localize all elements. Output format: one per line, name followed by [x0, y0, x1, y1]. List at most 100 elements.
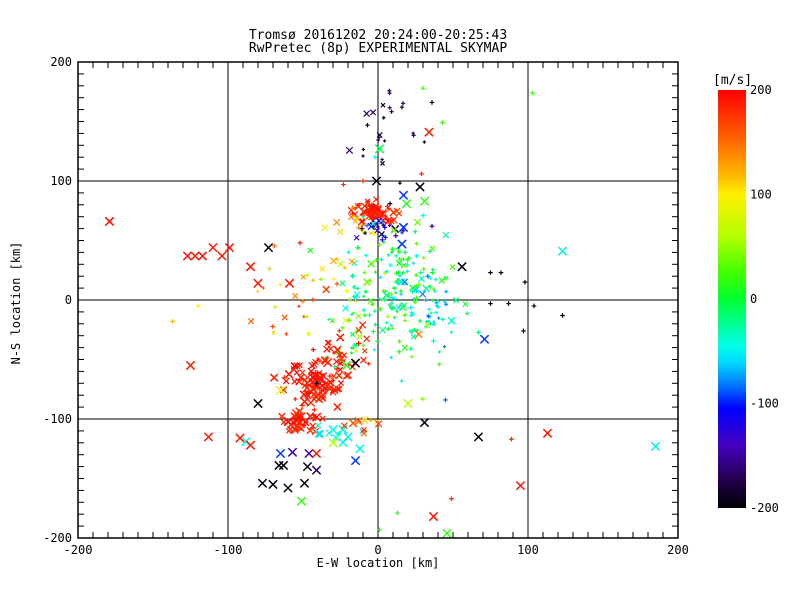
data-point — [376, 132, 383, 139]
data-point — [368, 417, 373, 422]
x-tick-label: -100 — [214, 543, 243, 557]
data-point — [372, 154, 378, 160]
data-point — [361, 154, 365, 158]
data-point — [341, 182, 346, 187]
data-point — [299, 390, 309, 400]
data-point — [355, 202, 361, 208]
data-point — [302, 314, 306, 319]
data-point — [378, 275, 383, 279]
data-point — [378, 231, 385, 238]
data-point — [355, 313, 362, 319]
data-point — [427, 249, 433, 254]
data-point — [438, 277, 446, 284]
data-point — [336, 386, 343, 393]
data-point — [361, 307, 367, 313]
data-point — [422, 140, 427, 144]
data-point — [340, 325, 345, 330]
data-point — [389, 300, 394, 305]
data-point — [431, 321, 436, 327]
data-point — [377, 527, 382, 532]
data-point — [414, 241, 419, 246]
data-point — [381, 288, 386, 294]
data-point — [431, 338, 436, 344]
data-point — [400, 101, 406, 106]
data-point — [296, 362, 303, 369]
data-point — [389, 250, 394, 254]
data-point — [408, 346, 414, 352]
data-point — [383, 208, 389, 214]
data-point — [414, 253, 419, 259]
data-point — [384, 321, 389, 325]
data-point — [290, 362, 299, 370]
data-point — [319, 265, 326, 272]
data-point — [190, 251, 200, 261]
data-point — [332, 351, 336, 355]
data-point — [360, 228, 365, 234]
data-point — [349, 351, 354, 355]
data-point — [391, 285, 397, 291]
data-point — [358, 321, 367, 329]
data-point — [377, 306, 383, 312]
data-point — [342, 305, 349, 312]
data-point — [312, 370, 318, 376]
data-point — [365, 223, 370, 228]
data-point — [245, 262, 256, 272]
data-point — [353, 215, 361, 222]
data-point — [380, 160, 386, 166]
data-point — [356, 340, 362, 347]
colorbar-tick-label: -200 — [750, 501, 779, 515]
data-point — [284, 332, 289, 336]
data-point — [473, 432, 484, 442]
data-point — [274, 460, 284, 471]
data-point — [347, 318, 352, 323]
data-point — [498, 270, 504, 275]
data-point — [424, 319, 429, 324]
data-point — [296, 424, 303, 431]
data-point — [361, 147, 366, 152]
data-point — [476, 330, 481, 335]
data-point — [384, 217, 393, 226]
data-point — [405, 269, 410, 274]
data-point — [425, 274, 431, 279]
data-point — [386, 253, 391, 257]
data-point — [337, 228, 344, 236]
data-point — [424, 127, 434, 137]
data-point — [419, 171, 424, 177]
data-point — [337, 366, 343, 373]
data-point — [531, 303, 537, 309]
data-point — [356, 286, 360, 291]
data-point — [380, 210, 386, 216]
data-point — [415, 328, 420, 333]
colorbar-label: [m/s] — [713, 73, 752, 88]
data-point — [362, 313, 367, 318]
data-point — [332, 277, 336, 281]
data-point — [379, 257, 384, 262]
data-point — [253, 398, 263, 409]
data-point — [434, 303, 440, 309]
data-point — [257, 478, 268, 488]
data-point — [437, 316, 441, 320]
data-point — [333, 364, 337, 369]
data-point — [300, 299, 305, 304]
data-point — [356, 245, 361, 251]
data-point — [304, 448, 314, 459]
data-point — [421, 266, 427, 272]
data-point — [272, 304, 278, 310]
data-point — [270, 324, 276, 329]
data-point — [353, 299, 358, 304]
data-point — [433, 277, 438, 282]
data-point — [452, 297, 460, 304]
data-point — [401, 271, 405, 275]
y-tick-label: -100 — [43, 412, 72, 426]
data-point — [297, 374, 305, 381]
data-point — [329, 257, 338, 265]
data-point — [411, 131, 415, 135]
data-point — [380, 102, 386, 108]
data-point — [429, 223, 435, 229]
data-point — [417, 318, 423, 324]
data-point — [328, 438, 338, 448]
data-point — [396, 349, 402, 355]
data-point — [343, 432, 353, 442]
data-point — [457, 262, 467, 272]
data-point — [371, 231, 377, 237]
